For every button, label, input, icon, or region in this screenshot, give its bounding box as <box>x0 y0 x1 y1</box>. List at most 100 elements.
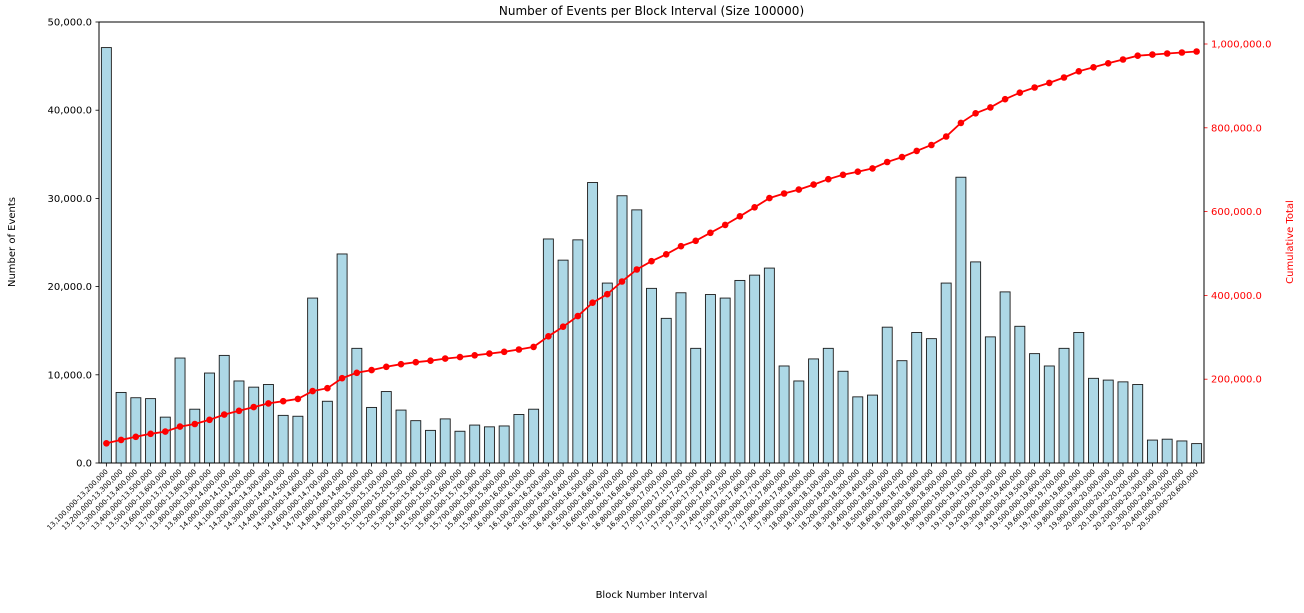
cumulative-marker <box>869 165 876 172</box>
cumulative-marker <box>162 428 169 435</box>
bar-19,600,000-19,700,000 <box>1058 347 1070 464</box>
cumulative-marker <box>574 312 582 320</box>
bar-18,900,000-19,000,000 <box>955 176 967 464</box>
cumulative-marker <box>324 384 331 392</box>
cumulative-marker <box>1134 52 1141 59</box>
cumulative-marker <box>825 175 832 183</box>
bar-14,800,000-14,900,000 <box>351 347 363 464</box>
cumulative-marker <box>147 430 154 438</box>
cumulative-marker <box>707 229 714 237</box>
bar-19,100,000-19,200,000 <box>984 336 996 464</box>
bar-15,300,000-15,400,000 <box>425 429 436 464</box>
cumulative-marker <box>1193 48 1200 55</box>
bar-19,500,000-19,600,000 <box>1043 365 1055 464</box>
cumulative-marker <box>1163 50 1171 57</box>
x-axis-label: Block Number Interval <box>595 590 708 601</box>
y-left-tick-label: 0.0 <box>76 459 92 470</box>
bar-14,100,000-14,200,000 <box>248 386 260 464</box>
cumulative-marker <box>618 278 626 285</box>
bar-20,100,000-20,200,000 <box>1132 384 1144 464</box>
y-right-tick-label: 200,000.0 <box>1211 375 1262 386</box>
bar-15,400,000-15,500,000 <box>439 418 451 464</box>
bar-17,600,000-17,700,000 <box>763 267 775 464</box>
cumulative-marker <box>117 436 125 444</box>
cumulative-marker <box>353 369 361 377</box>
bar-19,200,000-19,300,000 <box>999 291 1011 464</box>
cumulative-marker <box>176 423 184 430</box>
bar-15,900,000-16,000,000 <box>513 414 525 464</box>
bar-20,500,000-20,600,000 <box>1191 443 1203 464</box>
bar-18,300,000-18,400,000 <box>867 394 878 464</box>
bar-16,500,000-16,600,000 <box>601 282 613 464</box>
cumulative-marker <box>1031 84 1038 91</box>
cumulative-marker <box>898 153 906 161</box>
cumulative-marker <box>721 221 729 229</box>
y-right-tick-label: 600,000.0 <box>1211 207 1262 218</box>
cumulative-marker <box>486 350 493 357</box>
y-left-tick-label: 50,000.0 <box>47 18 92 29</box>
bar-14,900,000-15,000,000 <box>366 406 378 464</box>
cumulative-marker <box>780 190 788 197</box>
bar-13,100,000-13,200,000 <box>100 47 112 464</box>
bar-19,900,000-20,000,000 <box>1102 379 1114 464</box>
bar-20,200,000-20,300,000 <box>1146 439 1158 464</box>
y-right-tick-label: 1,000,000.0 <box>1211 40 1271 51</box>
bar-18,100,000-18,200,000 <box>837 370 849 464</box>
cumulative-marker <box>397 360 405 368</box>
cumulative-marker <box>309 387 316 395</box>
cumulative-marker <box>294 395 302 403</box>
bar-13,900,000-14,000,000 <box>218 354 230 464</box>
cumulative-marker <box>736 213 744 220</box>
cumulative-marker <box>206 416 213 424</box>
cumulative-marker <box>1178 49 1186 56</box>
y-left-tick-label: 40,000.0 <box>47 106 92 117</box>
cumulative-marker <box>441 355 449 362</box>
bar-17,500,000-17,600,000 <box>749 274 761 464</box>
bar-20,300,000-20,400,000 <box>1161 438 1173 464</box>
cumulative-marker <box>427 357 434 365</box>
bar-17,000,000-17,100,000 <box>675 292 687 464</box>
cumulative-marker <box>692 237 699 245</box>
bar-17,700,000-17,800,000 <box>778 365 790 464</box>
bar-15,000,000-15,100,000 <box>380 391 392 464</box>
cumulative-marker <box>677 242 685 250</box>
cumulative-marker <box>132 433 140 441</box>
bar-16,700,000-16,800,000 <box>631 209 643 464</box>
bar-15,200,000-15,300,000 <box>410 420 422 464</box>
cumulative-marker <box>1060 74 1068 81</box>
cumulative-marker <box>235 407 243 415</box>
cumulative-marker <box>1104 60 1112 67</box>
bar-18,700,000-18,800,000 <box>925 338 937 464</box>
cumulative-marker <box>530 343 537 351</box>
bar-16,100,000-16,200,000 <box>542 238 554 464</box>
chart-title: Number of Events per Block Interval (Siz… <box>498 4 805 18</box>
bar-14,600,000-14,700,000 <box>321 400 333 464</box>
bar-18,500,000-18,600,000 <box>896 360 908 464</box>
y-left-tick-label: 10,000.0 <box>47 370 92 381</box>
cumulative-marker <box>456 353 464 361</box>
bar-19,000,000-19,100,000 <box>970 261 982 464</box>
cumulative-marker <box>250 403 257 411</box>
bar-19,700,000-19,800,000 <box>1073 332 1085 464</box>
y-right-tick-label: 800,000.0 <box>1211 123 1262 134</box>
cumulative-marker <box>279 397 287 405</box>
cumulative-marker <box>515 346 523 353</box>
bar-17,100,000-17,200,000 <box>690 347 702 464</box>
cumulative-marker <box>751 204 758 211</box>
cumulative-marker <box>412 358 420 366</box>
cumulative-marker <box>928 141 935 149</box>
cumulative-marker <box>972 110 979 117</box>
bar-14,400,000-14,500,000 <box>292 415 304 464</box>
bar-18,200,000-18,300,000 <box>852 396 864 464</box>
cumulative-marker <box>883 158 891 166</box>
cumulative-marker <box>368 366 375 374</box>
bar-15,700,000-15,800,000 <box>483 426 495 464</box>
bar-15,100,000-15,200,000 <box>395 409 407 464</box>
bar-13,200,000-13,300,000 <box>115 391 127 464</box>
cumulative-marker <box>589 299 596 307</box>
bar-20,400,000-20,500,000 <box>1176 440 1188 464</box>
cumulative-marker <box>766 194 773 202</box>
cumulative-marker <box>987 104 994 111</box>
